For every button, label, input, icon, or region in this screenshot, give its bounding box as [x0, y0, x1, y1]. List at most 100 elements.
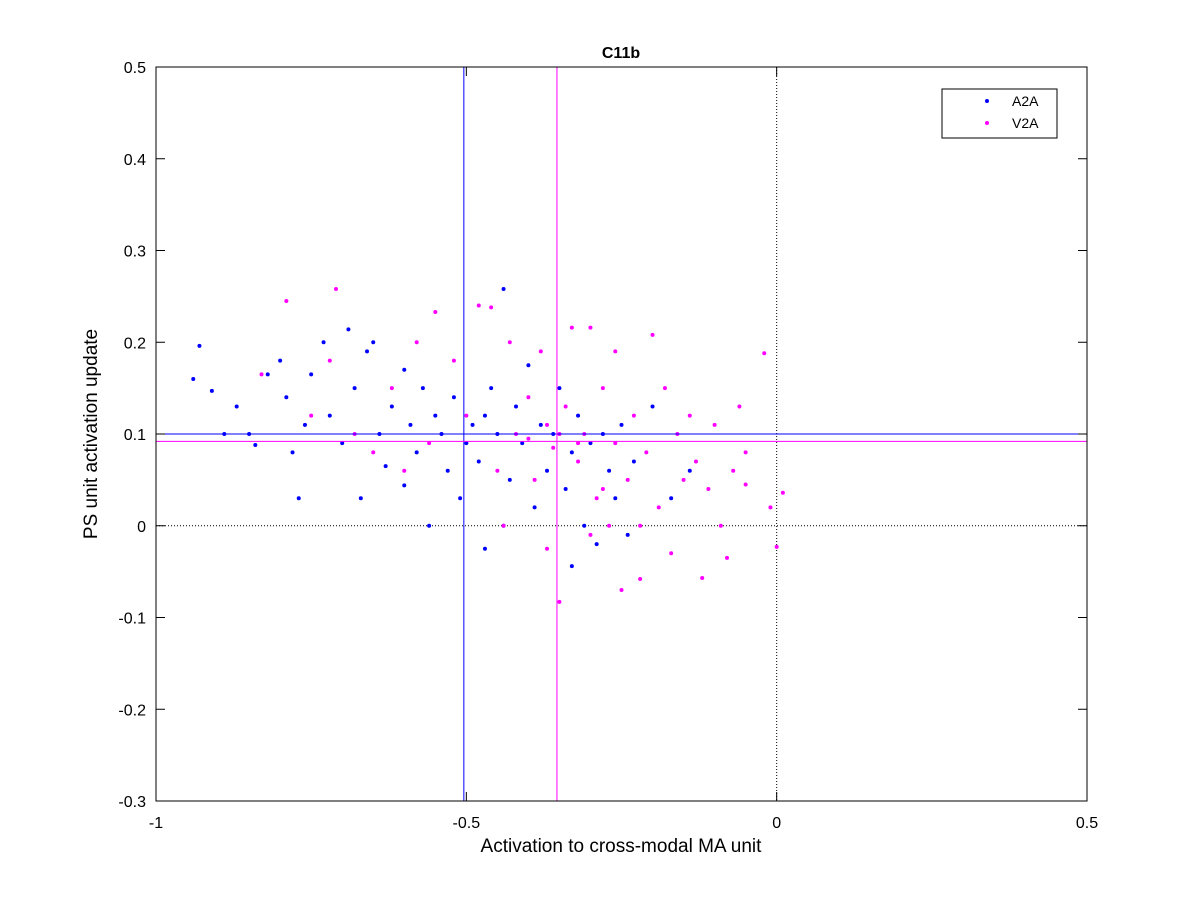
- point: [731, 468, 736, 473]
- point: [532, 477, 537, 482]
- y-tick-label: 0.1: [124, 427, 146, 444]
- point: [333, 287, 338, 292]
- point: [650, 332, 655, 337]
- point: [669, 496, 674, 501]
- point: [278, 358, 283, 363]
- point: [557, 386, 562, 391]
- point: [607, 523, 612, 528]
- point: [545, 468, 550, 473]
- point: [389, 404, 394, 409]
- point: [427, 441, 432, 446]
- point: [526, 395, 531, 400]
- point: [600, 487, 605, 492]
- point: [613, 441, 618, 446]
- point: [576, 441, 581, 446]
- point: [451, 358, 456, 363]
- point: [656, 505, 661, 510]
- point: [414, 450, 419, 455]
- y-tick-label: -0.2: [118, 702, 146, 719]
- x-tick-label: 0: [772, 815, 781, 832]
- point: [327, 358, 332, 363]
- point: [625, 532, 630, 537]
- y-tick-label: 0.5: [124, 60, 146, 77]
- point: [309, 372, 314, 377]
- point: [296, 496, 301, 501]
- point: [768, 505, 773, 510]
- point: [631, 459, 636, 464]
- point: [638, 523, 643, 528]
- point: [600, 386, 605, 391]
- x-tick-label: -0.5: [453, 815, 481, 832]
- point: [706, 487, 711, 492]
- legend-box: [941, 88, 1058, 139]
- point: [402, 367, 407, 372]
- point: [197, 343, 202, 348]
- point: [644, 450, 649, 455]
- point: [725, 555, 730, 560]
- point: [780, 490, 785, 495]
- point: [520, 441, 525, 446]
- point: [290, 450, 295, 455]
- point: [588, 532, 593, 537]
- point: [302, 422, 307, 427]
- point: [284, 395, 289, 400]
- point: [427, 523, 432, 528]
- legend-label: V2A: [1012, 115, 1039, 131]
- point: [532, 505, 537, 510]
- point: [451, 395, 456, 400]
- point: [253, 443, 258, 448]
- point: [569, 450, 574, 455]
- point: [774, 544, 779, 549]
- y-tick-label: -0.1: [118, 611, 146, 628]
- point: [414, 340, 419, 345]
- point: [402, 468, 407, 473]
- point: [402, 483, 407, 488]
- y-tick-label: 0.3: [124, 244, 146, 261]
- point: [625, 477, 630, 482]
- point: [681, 477, 686, 482]
- point: [265, 372, 270, 377]
- point: [588, 325, 593, 330]
- point: [476, 303, 481, 308]
- point: [563, 404, 568, 409]
- point: [687, 413, 692, 418]
- point: [582, 523, 587, 528]
- y-axis-label: PS unit activation update: [81, 329, 102, 539]
- point: [383, 464, 388, 469]
- point: [482, 413, 487, 418]
- point: [464, 413, 469, 418]
- point: [445, 468, 450, 473]
- point: [340, 441, 345, 446]
- point: [588, 441, 593, 446]
- point: [284, 298, 289, 303]
- point: [371, 340, 376, 345]
- point: [489, 386, 494, 391]
- point: [737, 404, 742, 409]
- point: [433, 309, 438, 314]
- point: [346, 327, 351, 332]
- point: [743, 482, 748, 487]
- point: [576, 413, 581, 418]
- x-tick-label: -1: [149, 815, 163, 832]
- point: [557, 599, 562, 604]
- point: [513, 404, 518, 409]
- point: [209, 388, 214, 393]
- point: [495, 468, 500, 473]
- point: [662, 386, 667, 391]
- point: [700, 576, 705, 581]
- point: [712, 422, 717, 427]
- y-tick-label: -0.3: [118, 794, 146, 811]
- point: [613, 349, 618, 354]
- point: [538, 422, 543, 427]
- y-tick-label: 0: [137, 519, 146, 536]
- point: [638, 576, 643, 581]
- x-axis-label: Activation to cross-modal MA unit: [481, 836, 763, 857]
- point: [234, 404, 239, 409]
- point: [538, 349, 543, 354]
- point: [743, 450, 748, 455]
- point: [762, 351, 767, 356]
